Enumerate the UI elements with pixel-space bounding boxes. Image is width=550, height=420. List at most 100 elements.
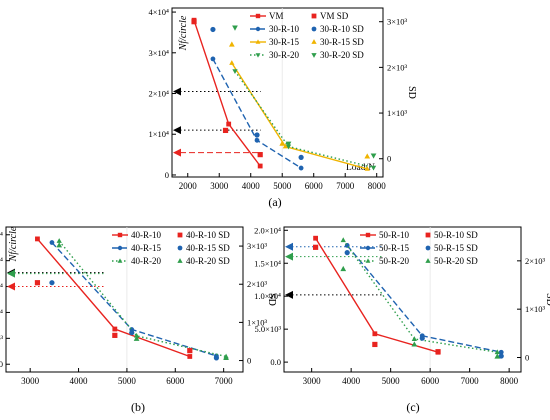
data-point bbox=[494, 349, 500, 355]
legend: 50-R-10 50-R-15 50-R-20 50-R-10 SD 50-R-15 S… bbox=[360, 230, 478, 266]
series-line-40-r-10 bbox=[36, 238, 191, 358]
reference-arrow bbox=[173, 126, 181, 135]
data-point bbox=[232, 69, 238, 75]
sd-point bbox=[254, 132, 260, 138]
sd-point bbox=[213, 355, 219, 361]
data-point bbox=[35, 236, 40, 242]
y2-tick-label: 0 bbox=[247, 356, 251, 366]
x-tick-label: 4000 bbox=[70, 376, 89, 386]
y2-tick-label: 3×10³ bbox=[387, 17, 408, 27]
data-point bbox=[282, 143, 289, 149]
sd-point bbox=[223, 354, 229, 360]
sd-point bbox=[419, 335, 425, 341]
panel-b: 3000 4000 5000 6000 7000 0.0 5.0×10³ 1.0×10⁴ 1.5… bbox=[0, 226, 277, 386]
legend-marker bbox=[365, 232, 371, 238]
legend-label: VM SD bbox=[320, 11, 349, 21]
y2-tick-label: 2×10³ bbox=[387, 62, 408, 72]
sd-point bbox=[279, 140, 286, 146]
data-point bbox=[226, 121, 232, 127]
legend-label: 40-R-15 SD bbox=[186, 243, 230, 253]
plot-frame bbox=[283, 226, 522, 373]
y2-tick-label: 3×10³ bbox=[247, 241, 268, 251]
y-tick-label: 3×10⁴ bbox=[148, 48, 169, 58]
sd-point bbox=[191, 19, 197, 25]
y2-axis-label: SD bbox=[544, 293, 550, 306]
data-point bbox=[298, 165, 304, 171]
y2-tick-label: 1×10³ bbox=[387, 108, 408, 118]
data-point bbox=[498, 349, 504, 355]
x-tick-label: 6000 bbox=[166, 376, 185, 386]
x-tick-label: 8000 bbox=[368, 181, 387, 191]
legend-marker bbox=[311, 53, 317, 58]
x-tick-label: 7000 bbox=[461, 376, 480, 386]
legend-label: 30-R-20 SD bbox=[320, 50, 364, 60]
reference-arrow bbox=[7, 282, 15, 291]
x-tick-label: 8000 bbox=[500, 376, 519, 386]
y-axis-label: Nf/circle bbox=[178, 15, 189, 51]
reference-arrow bbox=[285, 290, 293, 299]
x-tick-label: 7000 bbox=[215, 376, 234, 386]
sd-point bbox=[340, 265, 347, 272]
data-point bbox=[411, 336, 417, 341]
legend-label: 50-R-10 SD bbox=[434, 230, 478, 240]
legend-marker bbox=[117, 245, 123, 251]
sd-point bbox=[228, 41, 235, 47]
x-tick-label: 3000 bbox=[210, 181, 229, 191]
legend-marker bbox=[311, 39, 317, 44]
legend-marker bbox=[177, 245, 183, 251]
legend-marker bbox=[365, 258, 371, 263]
sd-point bbox=[298, 154, 304, 160]
data-point bbox=[254, 137, 260, 143]
y-tick-label: 0 bbox=[165, 170, 169, 180]
series-line-40-r-20 bbox=[58, 240, 227, 358]
sd-point bbox=[435, 349, 441, 355]
x-tick-label: 3000 bbox=[21, 376, 40, 386]
sd-point bbox=[56, 242, 63, 248]
y-tick-label: 5.0×10³ bbox=[0, 333, 3, 343]
sd-point bbox=[222, 127, 229, 134]
series-line-30-r-20 bbox=[234, 70, 374, 169]
data-point bbox=[112, 326, 118, 332]
sd-point bbox=[34, 280, 41, 286]
data-point bbox=[340, 237, 346, 243]
data-point bbox=[364, 165, 370, 171]
sd-point bbox=[370, 153, 377, 159]
legend-marker bbox=[311, 26, 317, 32]
y-tick-label: 2.0×10⁴ bbox=[0, 256, 3, 266]
legend: VM 30-R-10 30-R-15 30-R-20 VM SD 30-R-10 SD 30… bbox=[250, 11, 364, 60]
y-axis-label: Nf/circle bbox=[8, 226, 19, 262]
x-tick-label: 6000 bbox=[305, 181, 324, 191]
y-tick-label: 2.0×10⁴ bbox=[254, 225, 281, 235]
y2-tick-label: 2×10³ bbox=[247, 279, 268, 289]
sd-point bbox=[411, 341, 418, 347]
sd-point bbox=[133, 335, 140, 341]
legend-label: 40-R-15 bbox=[131, 243, 161, 253]
sd-point bbox=[187, 348, 193, 354]
y-tick-label: 2×10⁴ bbox=[148, 89, 169, 99]
y-tick-label: 2.5×10⁴ bbox=[0, 230, 3, 240]
legend-label: 50-R-15 SD bbox=[434, 243, 478, 253]
x-tick-label: 4000 bbox=[242, 181, 261, 191]
data-point bbox=[56, 238, 62, 243]
reference-arrow bbox=[285, 242, 293, 251]
legend-label: 30-R-15 SD bbox=[320, 37, 364, 47]
sd-point bbox=[285, 141, 292, 147]
y-tick-label: 4×10⁴ bbox=[148, 7, 169, 17]
legend-marker bbox=[425, 232, 431, 238]
sd-point bbox=[494, 353, 501, 359]
legend-label: 30-R-10 bbox=[269, 24, 299, 34]
sd-point bbox=[210, 26, 216, 33]
y2-axis-label: SD bbox=[266, 293, 277, 306]
panel-label-c: (c) bbox=[406, 400, 419, 414]
legend-label: 30-R-10 SD bbox=[320, 24, 364, 34]
data-point bbox=[370, 165, 377, 171]
y2-tick-label: 0 bbox=[525, 353, 529, 363]
x-tick-label: 3000 bbox=[303, 376, 322, 386]
legend-marker bbox=[117, 232, 123, 238]
panel-c: 3000 4000 5000 6000 7000 8000 0.0 5.0×10³ 1.0×10… bbox=[254, 225, 550, 386]
data-point bbox=[229, 60, 235, 65]
sd-point bbox=[232, 25, 238, 31]
panel-label-b: (b) bbox=[131, 400, 145, 414]
